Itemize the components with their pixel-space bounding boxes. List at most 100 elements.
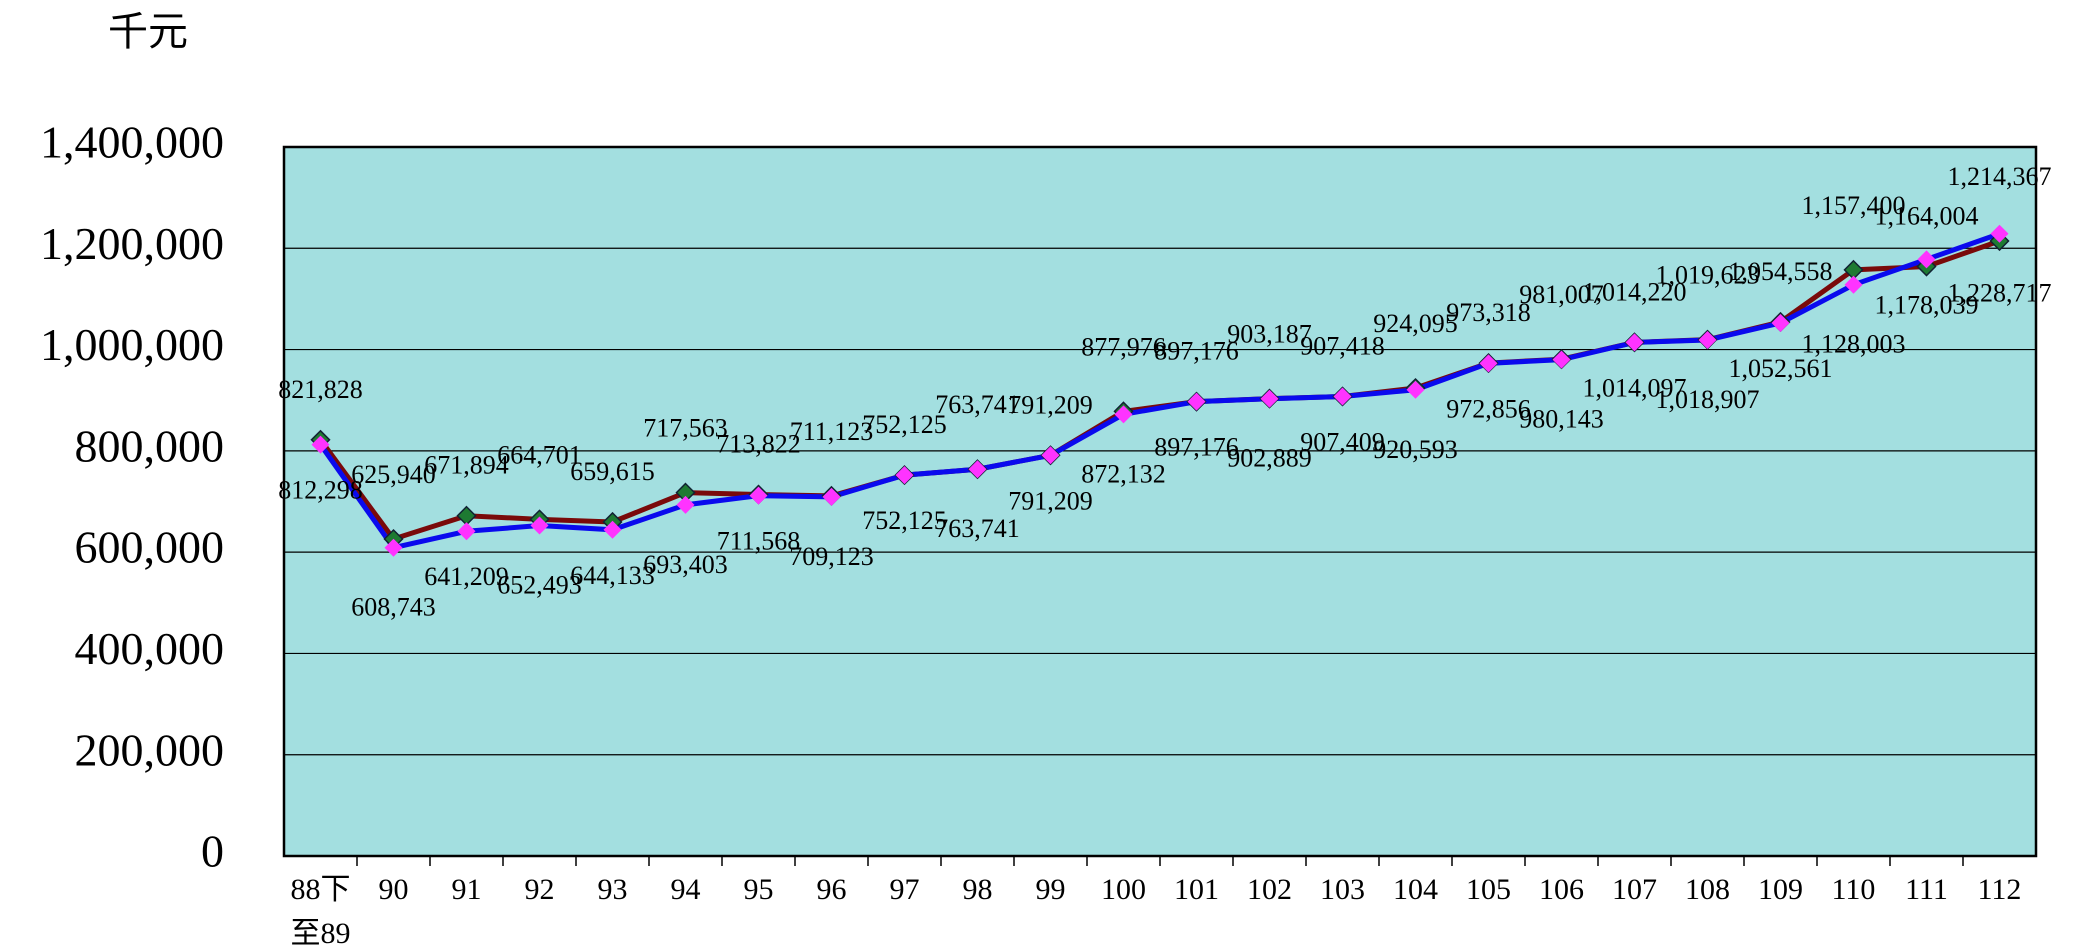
- x-tick-label: 107: [1612, 873, 1657, 906]
- marker: [1990, 224, 2009, 243]
- value-label: 1,128,003: [1802, 330, 1906, 359]
- value-label: 907,418: [1300, 331, 1385, 360]
- value-label: 641,209: [424, 562, 509, 591]
- y-tick-label: 1,200,000: [40, 218, 224, 269]
- y-tick-label: 600,000: [75, 522, 225, 573]
- y-tick-label: 200,000: [75, 724, 225, 775]
- value-label: 752,125: [862, 410, 947, 439]
- value-label: 625,940: [351, 460, 436, 489]
- value-label: 791,209: [1008, 486, 1093, 515]
- x-tick-label: 109: [1758, 873, 1803, 906]
- x-tick-label: 108: [1685, 873, 1730, 906]
- value-label: 659,615: [570, 457, 655, 486]
- value-label: 652,493: [497, 571, 582, 600]
- value-label: 1,228,717: [1948, 279, 2052, 308]
- value-label: 608,743: [351, 593, 436, 622]
- marker: [1479, 354, 1498, 373]
- value-label: 920,593: [1373, 435, 1458, 464]
- x-tick-label: 103: [1320, 873, 1365, 906]
- value-label: 1,018,907: [1656, 385, 1760, 414]
- value-label: 1,157,400: [1802, 191, 1906, 220]
- value-label: 903,187: [1227, 320, 1312, 349]
- marker: [1552, 350, 1571, 369]
- x-tick-label: 106: [1539, 873, 1584, 906]
- x-tick-label: 96: [817, 873, 847, 906]
- value-label: 693,403: [643, 550, 728, 579]
- value-label: 1,164,004: [1875, 201, 1979, 230]
- value-label: 973,318: [1446, 298, 1531, 327]
- value-label: 717,563: [643, 414, 728, 443]
- x-tick-label: 98: [963, 873, 993, 906]
- value-label: 752,125: [862, 506, 947, 535]
- marker: [1917, 250, 1936, 269]
- y-tick-label: 0: [201, 826, 224, 877]
- marker: [968, 460, 987, 479]
- value-label: 981,007: [1519, 280, 1604, 309]
- value-label: 1,019,623: [1656, 261, 1760, 290]
- value-label: 763,741: [935, 514, 1020, 543]
- x-tick-label: 105: [1466, 873, 1511, 906]
- value-label: 1,052,561: [1729, 354, 1833, 383]
- value-label: 644,133: [570, 561, 655, 590]
- x-tick-label: 94: [671, 873, 701, 906]
- x-tick-label: 112: [1978, 873, 2022, 906]
- x-tick-label: 111: [1905, 873, 1948, 906]
- marker: [895, 466, 914, 485]
- value-label: 897,176: [1154, 433, 1239, 462]
- value-label: 1,054,558: [1729, 257, 1833, 286]
- marker: [1844, 275, 1863, 294]
- marker: [1187, 392, 1206, 411]
- value-label: 711,568: [717, 527, 801, 556]
- marker: [384, 538, 403, 557]
- value-label: 671,894: [424, 451, 509, 480]
- x-tick-label: 110: [1832, 873, 1876, 906]
- x-tick-label: 88下至89: [291, 873, 351, 950]
- marker: [1041, 446, 1060, 465]
- marker: [1625, 333, 1644, 352]
- x-tick-label: 91: [452, 873, 482, 906]
- value-label: 897,176: [1154, 337, 1239, 366]
- value-label: 1,014,220: [1583, 277, 1687, 306]
- y-tick-label: 800,000: [75, 420, 225, 471]
- y-tick-label: 1,000,000: [40, 319, 224, 370]
- x-tick-label: 93: [598, 873, 628, 906]
- value-label: 980,143: [1519, 405, 1604, 434]
- value-label: 1,214,367: [1948, 162, 2052, 191]
- marker: [1333, 387, 1352, 406]
- x-tick-label: 90: [379, 873, 409, 906]
- x-tick-label: 100: [1101, 873, 1146, 906]
- value-label: 821,828: [278, 375, 363, 404]
- marker: [1698, 330, 1717, 349]
- value-label: 664,701: [497, 440, 582, 469]
- value-label: 763,741: [935, 390, 1020, 419]
- value-label: 872,132: [1081, 459, 1166, 488]
- x-tick-label: 95: [744, 873, 774, 906]
- value-label: 791,209: [1008, 390, 1093, 419]
- x-tick-label: 101: [1174, 873, 1219, 906]
- marker: [749, 486, 768, 505]
- value-label: 709,123: [789, 542, 874, 571]
- marker: [311, 435, 330, 454]
- value-label: 924,095: [1373, 309, 1458, 338]
- marker: [1771, 313, 1790, 332]
- value-label: 877,976: [1081, 332, 1166, 361]
- value-label: 713,822: [716, 429, 801, 458]
- marker: [457, 522, 476, 541]
- series-line: [318, 231, 2001, 551]
- value-label: 972,856: [1446, 394, 1531, 423]
- y-tick-label: 400,000: [75, 623, 225, 674]
- value-label: 907,409: [1300, 427, 1385, 456]
- x-tick-label: 97: [890, 873, 920, 906]
- marker: [1114, 405, 1133, 424]
- marker: [676, 495, 695, 514]
- x-tick-label: 92: [525, 873, 555, 906]
- x-tick-label: 99: [1036, 873, 1066, 906]
- marker: [1260, 389, 1279, 408]
- value-label: 902,889: [1227, 444, 1312, 473]
- x-tick-label: 104: [1393, 873, 1438, 906]
- y-tick-label: 1,400,000: [40, 117, 224, 168]
- plot-area: [284, 147, 2036, 856]
- value-label: 812,298: [278, 476, 363, 505]
- value-label: 711,123: [790, 417, 874, 446]
